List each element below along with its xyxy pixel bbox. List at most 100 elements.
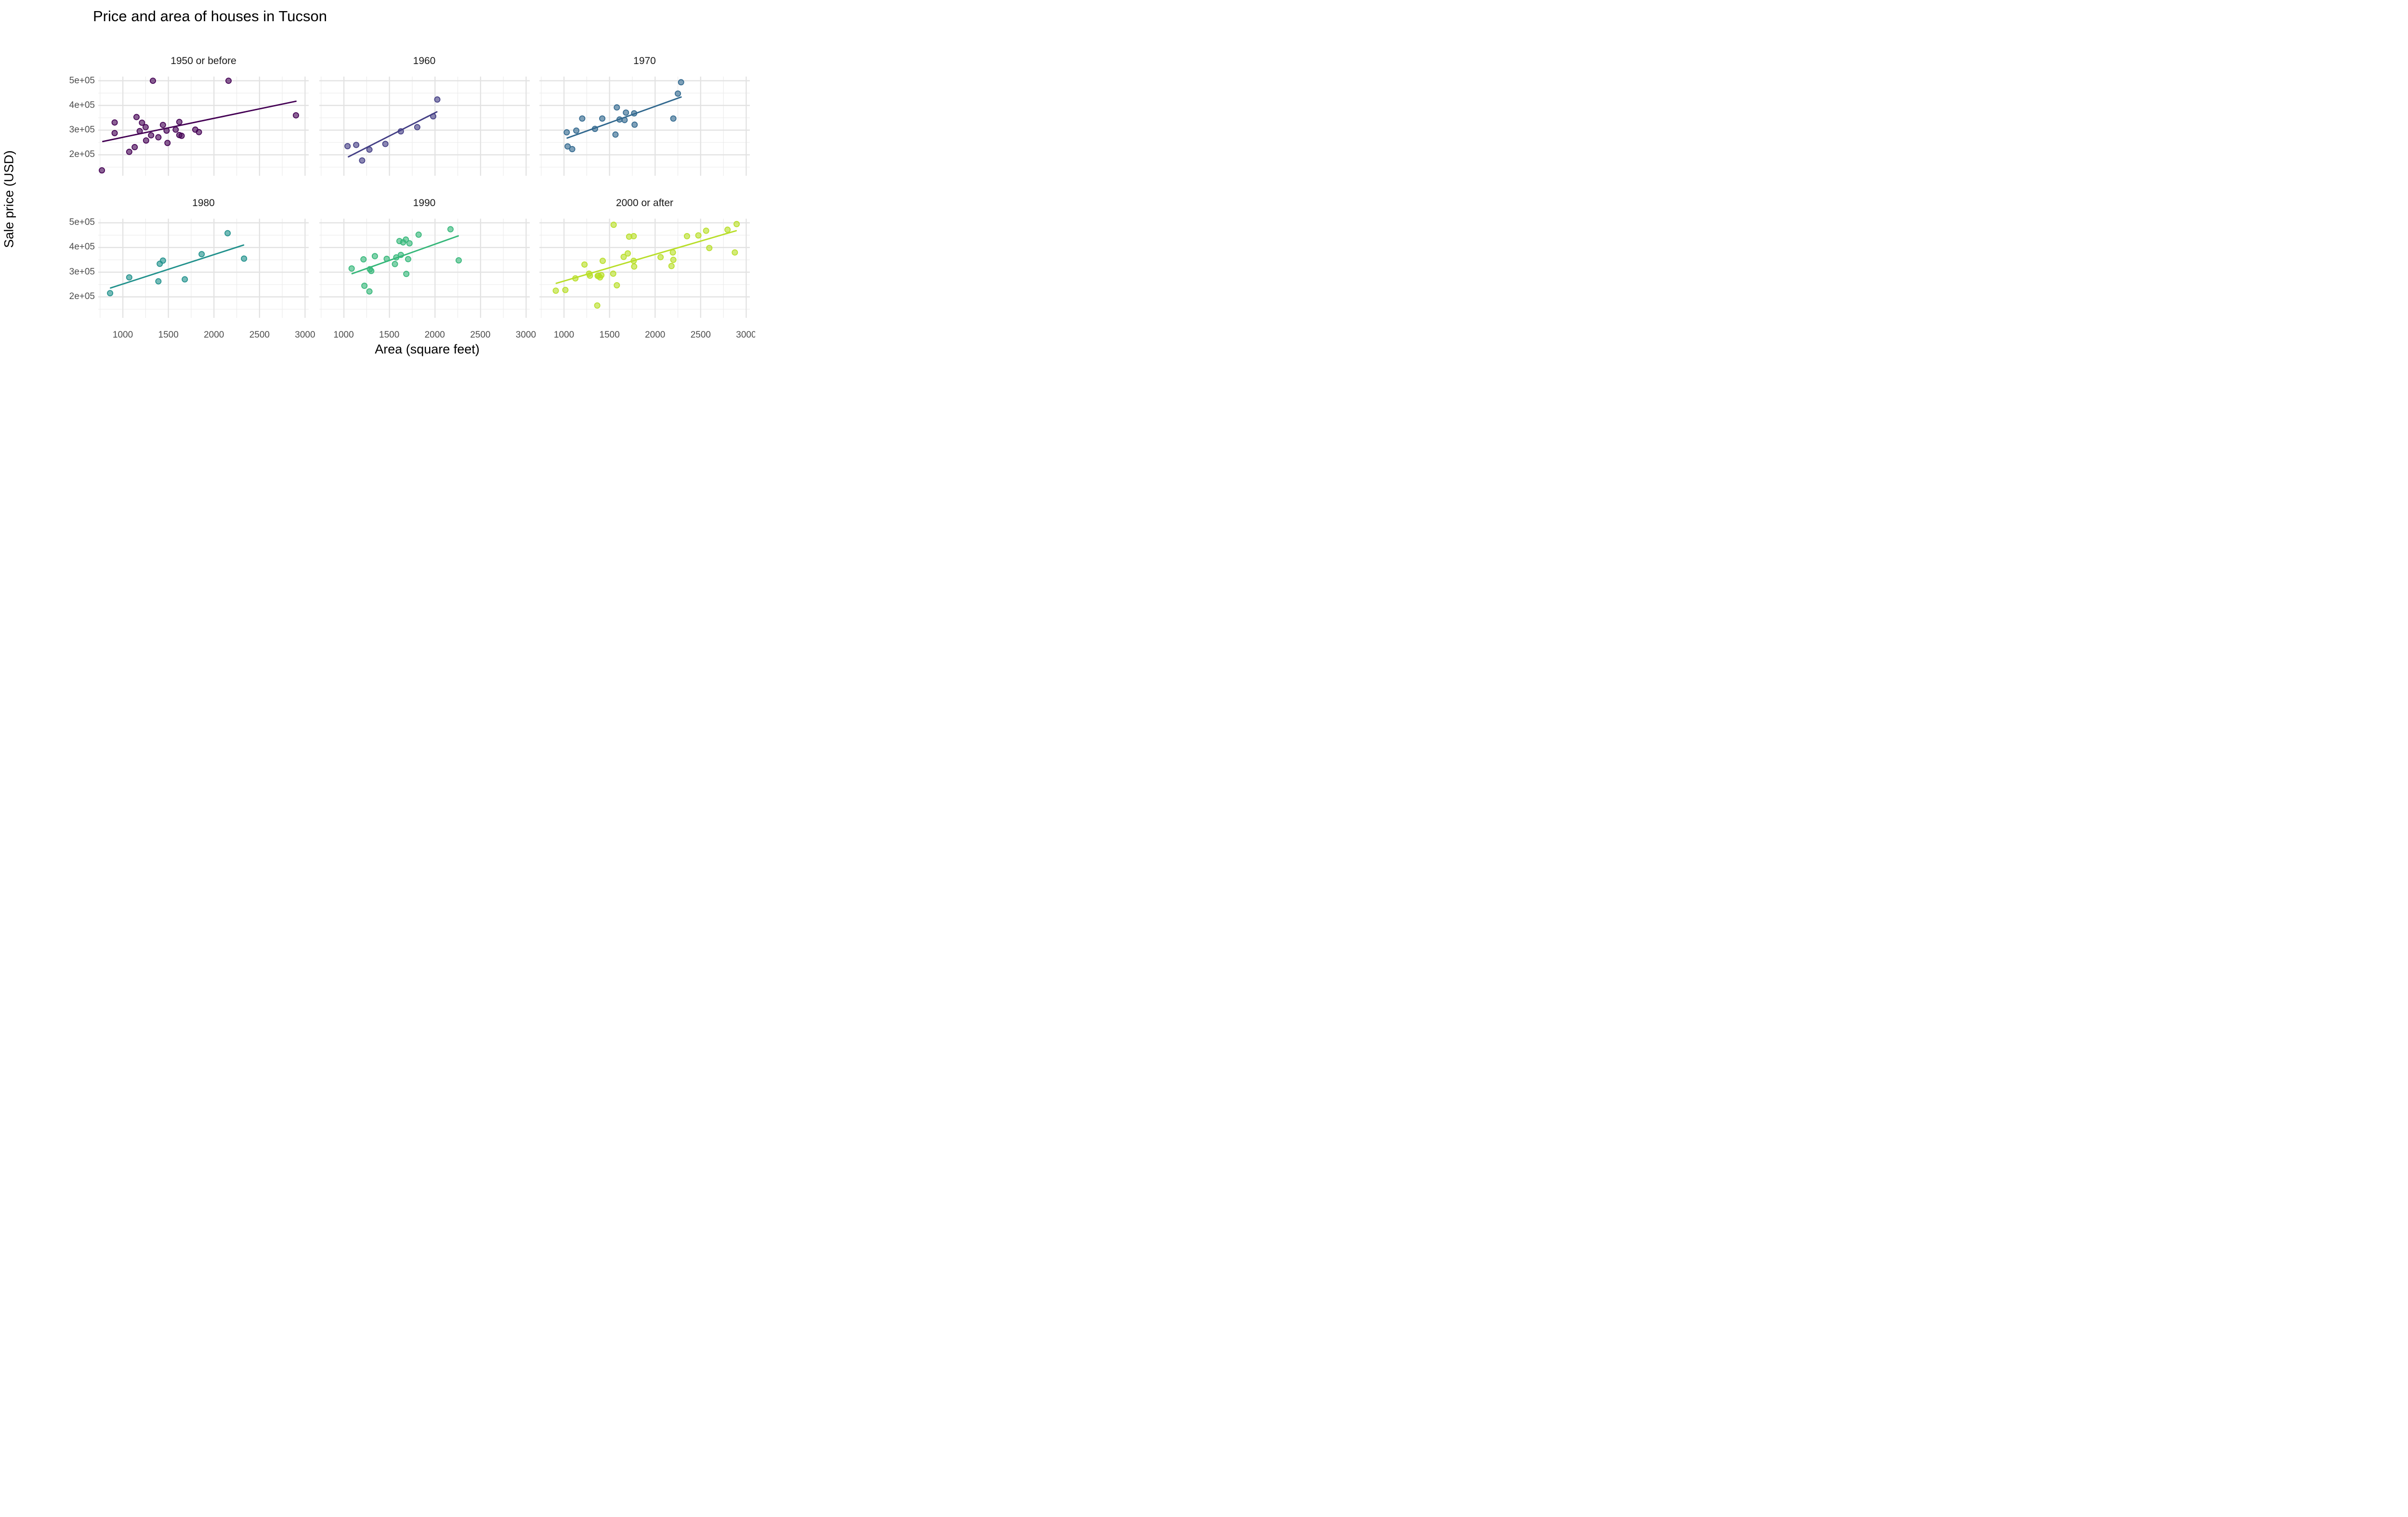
x-tick-label: 2500 — [690, 330, 711, 340]
facet-strip-label: 1980 — [192, 197, 215, 209]
data-point — [610, 270, 616, 277]
data-point — [126, 148, 132, 155]
data-point — [598, 272, 605, 278]
facet-panel — [98, 77, 309, 176]
facet-canvas — [539, 218, 750, 318]
data-point — [383, 255, 390, 262]
data-point — [366, 288, 373, 295]
data-point — [142, 124, 149, 131]
x-tick-label: 2500 — [470, 330, 491, 340]
trend-line — [102, 100, 297, 143]
data-point — [392, 261, 398, 267]
data-point — [631, 121, 638, 128]
data-point — [625, 250, 631, 257]
x-tick-label: 3000 — [515, 330, 537, 340]
y-axis-title: Sale price (USD) — [1, 150, 16, 248]
y-tick-label: 5e+05 — [69, 75, 95, 86]
facet-panel — [539, 218, 750, 318]
x-tick-label: 3000 — [295, 330, 315, 340]
data-point — [241, 255, 248, 262]
data-point — [591, 126, 598, 132]
trend-line — [347, 111, 437, 157]
trend-line — [110, 244, 245, 288]
facet-canvas — [319, 77, 530, 176]
data-point — [563, 129, 570, 136]
data-point — [610, 221, 617, 228]
data-point — [224, 230, 231, 236]
x-tick-label: 1500 — [599, 330, 620, 340]
data-point — [621, 117, 628, 123]
data-point — [155, 134, 162, 141]
data-point — [367, 267, 374, 274]
data-point — [403, 270, 409, 277]
facet-strip-label: 2000 or after — [615, 197, 674, 209]
data-point — [706, 244, 713, 251]
data-point — [133, 114, 140, 120]
data-point — [225, 78, 232, 84]
data-point — [361, 282, 367, 289]
data-point — [164, 140, 171, 146]
facet-panel — [319, 218, 530, 318]
data-point — [148, 132, 155, 139]
data-point — [402, 236, 409, 243]
x-tick-label: 2000 — [645, 330, 666, 340]
data-point — [131, 144, 138, 151]
data-point — [353, 142, 359, 148]
data-point — [178, 132, 185, 139]
data-point — [614, 104, 620, 111]
data-point — [579, 115, 586, 122]
data-point — [599, 257, 606, 264]
facet-canvas — [319, 218, 530, 318]
data-point — [433, 96, 440, 103]
data-point — [668, 262, 675, 269]
facet-strip-label: 1950 or before — [170, 55, 236, 66]
data-point — [136, 128, 143, 134]
facet-strip-label: 1970 — [633, 55, 656, 66]
data-point — [99, 167, 105, 174]
data-point — [670, 256, 677, 263]
data-point — [620, 253, 627, 260]
x-tick-label: 3000 — [736, 330, 755, 340]
data-point — [159, 121, 166, 128]
data-point — [594, 302, 601, 309]
data-point — [111, 130, 118, 136]
y-tick-label: 4e+05 — [69, 242, 95, 252]
data-point — [139, 119, 145, 126]
y-tick-label: 2e+05 — [69, 149, 95, 160]
data-point — [678, 79, 684, 86]
data-point — [382, 141, 389, 147]
data-point — [703, 227, 709, 234]
data-point — [572, 275, 579, 282]
y-tick-label: 3e+05 — [69, 266, 95, 277]
data-point — [176, 118, 183, 125]
data-point — [562, 287, 569, 293]
data-point — [397, 128, 404, 135]
facet-strip-label: 1990 — [413, 197, 436, 209]
data-point — [344, 143, 351, 150]
x-axis-title: Area (square feet) — [375, 342, 480, 356]
data-point — [587, 272, 593, 279]
data-point — [159, 257, 166, 264]
data-point — [564, 143, 571, 150]
y-tick-label: 3e+05 — [69, 125, 95, 135]
data-point — [657, 253, 664, 260]
data-point — [447, 226, 454, 233]
trend-line — [555, 230, 737, 284]
x-tick-label: 1000 — [112, 330, 133, 340]
data-point — [414, 124, 420, 131]
facet-panel — [539, 77, 750, 176]
data-point — [107, 289, 114, 296]
data-point — [155, 278, 162, 285]
x-tick-label: 2500 — [249, 330, 270, 340]
data-point — [573, 127, 580, 134]
data-point — [406, 240, 413, 247]
data-point — [111, 119, 118, 126]
data-point — [371, 252, 378, 259]
faceted-scatter-plot: Price and area of houses in Tucson Sale … — [0, 0, 755, 378]
data-point — [631, 110, 638, 117]
facet-canvas — [539, 77, 750, 176]
data-point — [366, 146, 373, 153]
x-tick-label: 2000 — [204, 330, 224, 340]
x-tick-label: 1000 — [553, 330, 575, 340]
data-point — [150, 78, 157, 84]
